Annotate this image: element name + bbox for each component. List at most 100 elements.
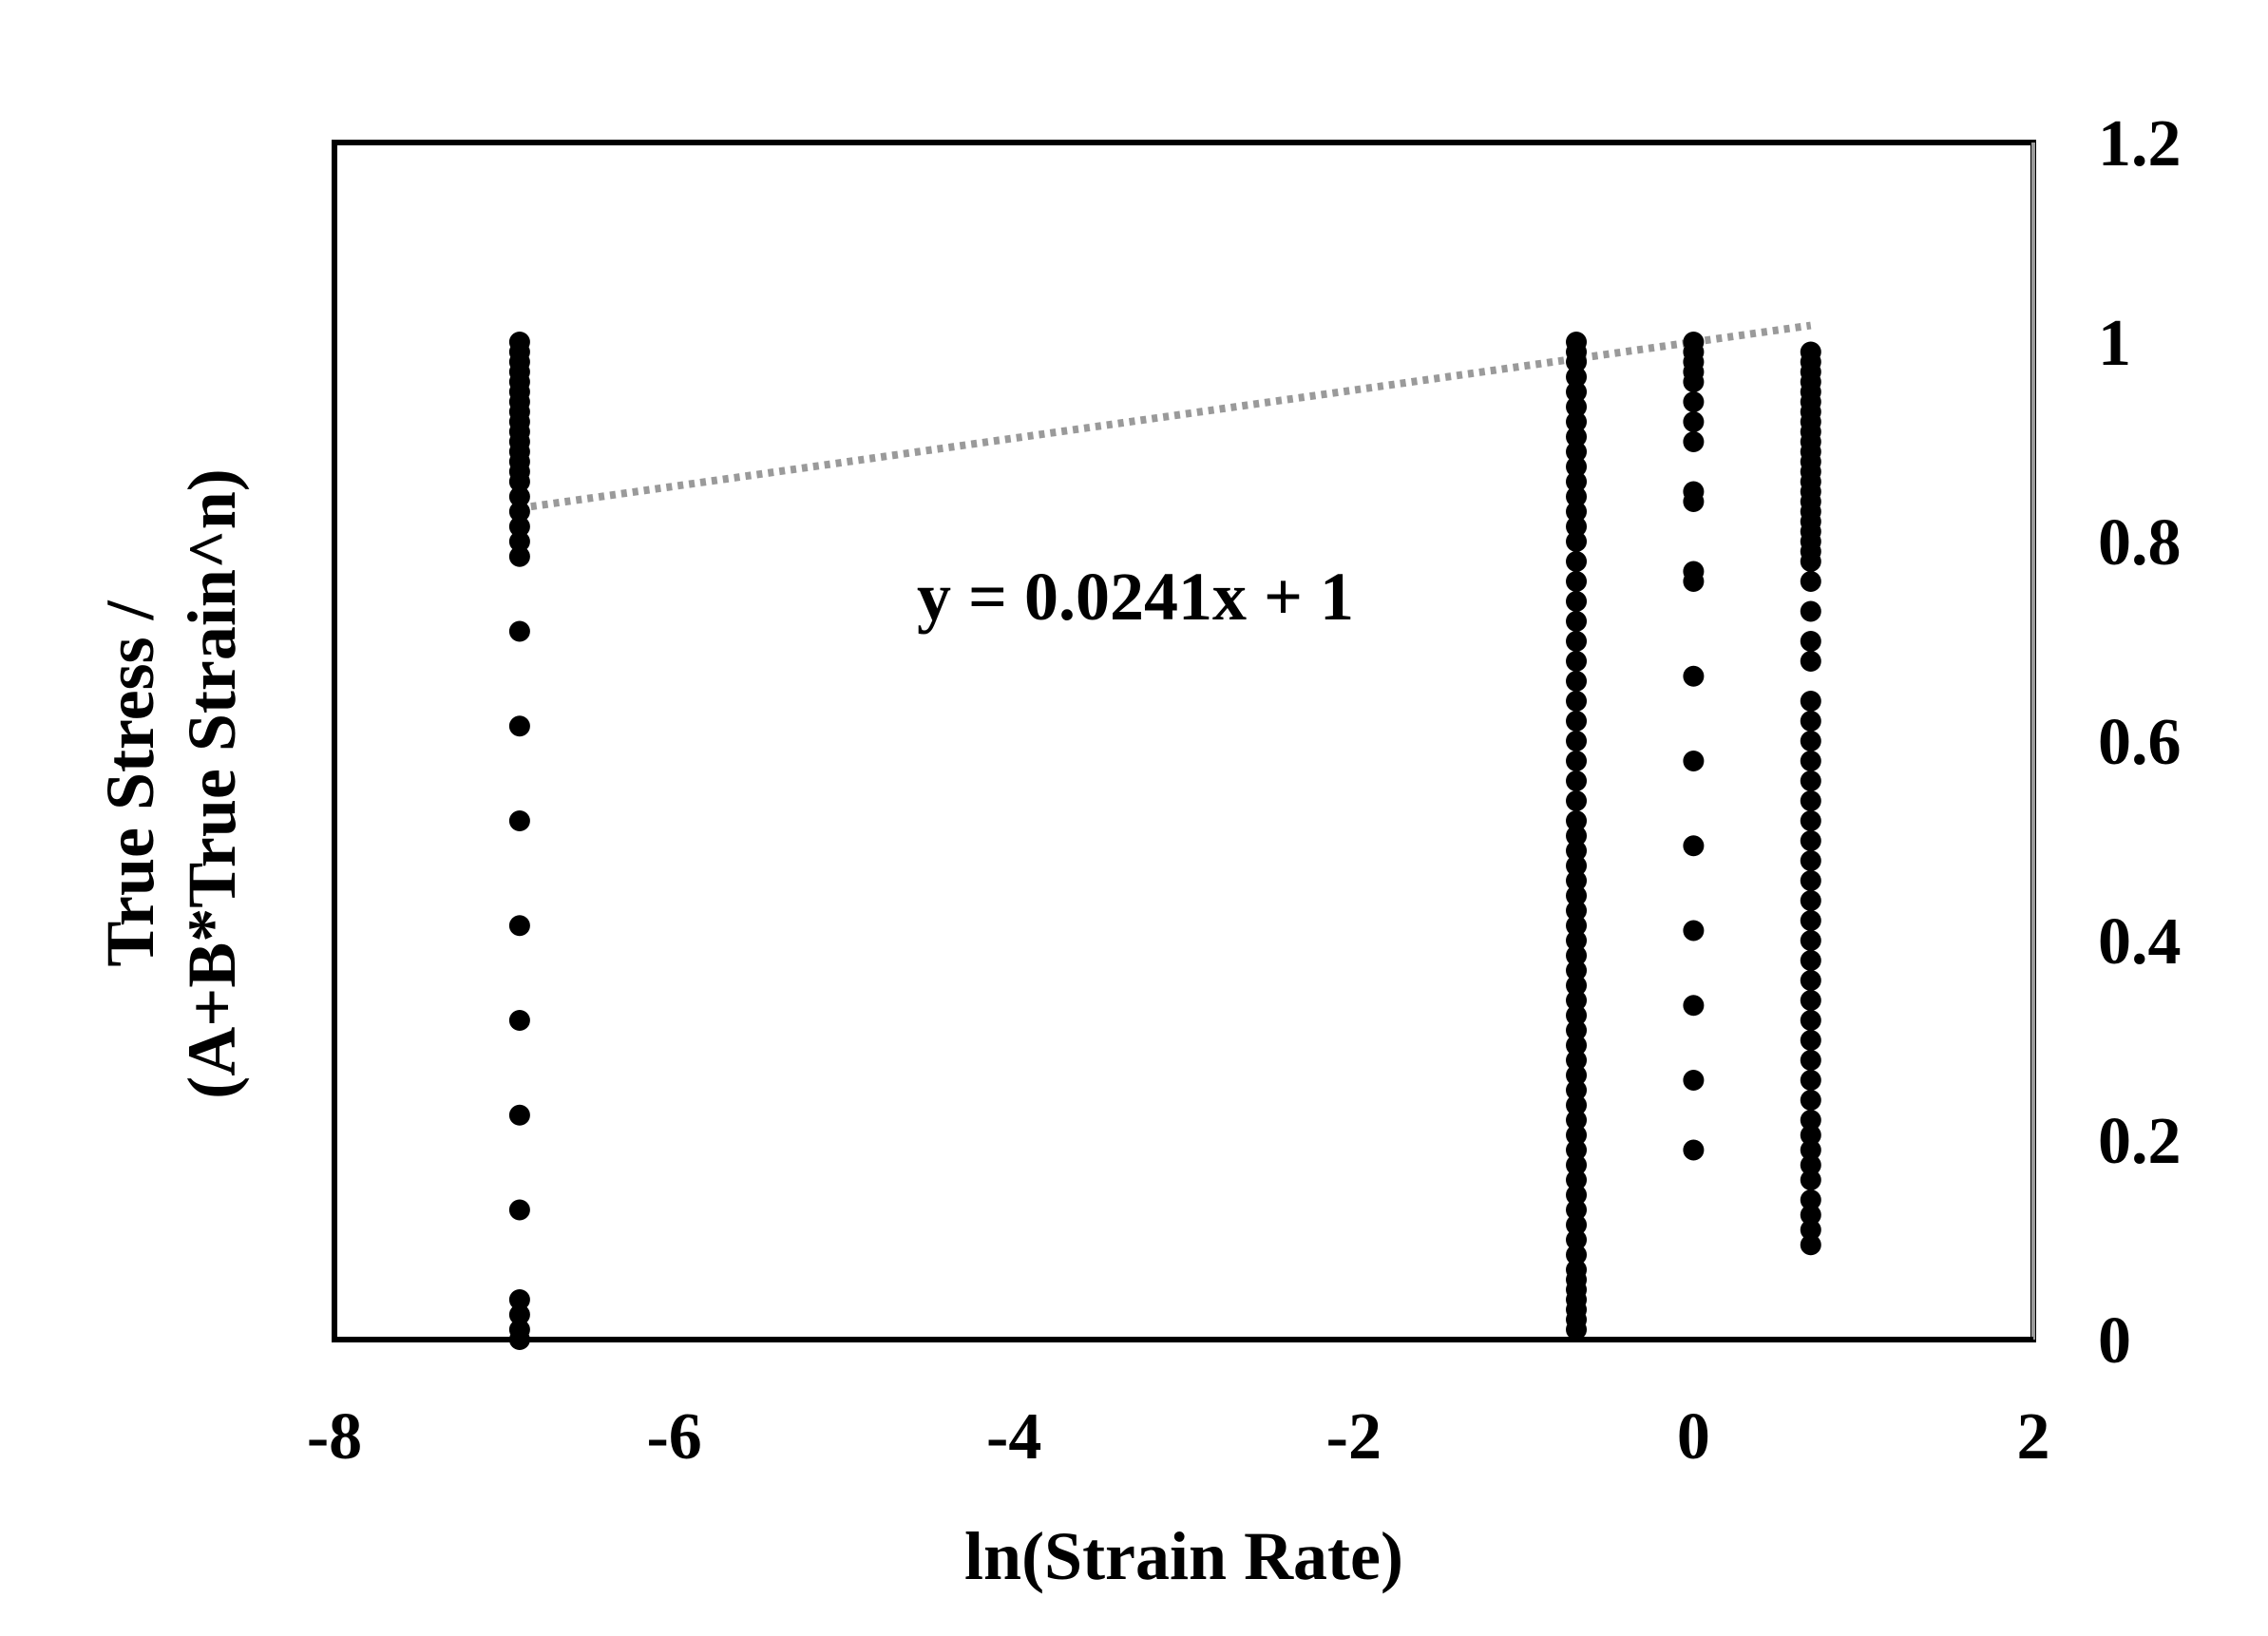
data-point [1566, 1154, 1588, 1176]
plot-frame [332, 140, 2036, 1342]
data-point [1566, 915, 1588, 937]
data-point [1800, 1189, 1821, 1210]
data-point [1566, 1035, 1588, 1056]
data-point [1800, 770, 1821, 791]
data-point [1566, 930, 1588, 951]
y-tick-label: 0.2 [2098, 1105, 2182, 1178]
data-point [1800, 910, 1821, 931]
data-points [508, 332, 1821, 1350]
data-point [1566, 501, 1588, 523]
data-point [1683, 411, 1705, 432]
data-point [1566, 810, 1588, 831]
data-point [1566, 770, 1588, 791]
data-point [508, 620, 530, 642]
data-point [1566, 870, 1588, 891]
data-point [1566, 1094, 1588, 1116]
data-point [508, 332, 530, 352]
data-point [1800, 790, 1821, 811]
data-point [1800, 870, 1821, 891]
data-point [1800, 1170, 1821, 1190]
data-point [1800, 810, 1821, 831]
data-point [1566, 990, 1588, 1011]
data-point [1566, 1124, 1588, 1146]
data-point [508, 1104, 530, 1126]
data-point [1566, 471, 1588, 492]
x-tick-label: 0 [1677, 1400, 1710, 1474]
data-point [1566, 855, 1588, 877]
data-point [1566, 441, 1588, 463]
x-tick-label: -4 [986, 1400, 1041, 1474]
data-point [1566, 591, 1588, 612]
data-point [1800, 691, 1821, 712]
data-point [1566, 332, 1588, 352]
x-tick-label: -2 [1326, 1400, 1382, 1474]
y-tick-label: 0.6 [2098, 706, 2182, 779]
data-point [1800, 1110, 1821, 1131]
data-point [508, 516, 530, 538]
y-tick-labels: 0 0.2 0.4 0.6 0.8 1 1.2 [2098, 107, 2182, 1378]
data-point [1566, 396, 1588, 418]
y-tick-label: 0 [2098, 1304, 2131, 1378]
data-point [1566, 1004, 1588, 1026]
data-point [1566, 790, 1588, 811]
data-point [1800, 1204, 1821, 1226]
y-axis-title: True Stress / (A+B*True Strain^n) [92, 468, 250, 1099]
data-point [1566, 516, 1588, 538]
data-point [1566, 885, 1588, 906]
data-point [1566, 456, 1588, 478]
data-point [1800, 651, 1821, 672]
data-point [1683, 561, 1705, 582]
data-point [1800, 970, 1821, 991]
data-point [1800, 1070, 1821, 1091]
data-point [1683, 920, 1705, 942]
data-point [1566, 1050, 1588, 1071]
data-point [1566, 571, 1588, 592]
data-point [1566, 1019, 1588, 1041]
data-point [1566, 1184, 1588, 1206]
data-point [1566, 531, 1588, 552]
data-point [1566, 825, 1588, 847]
data-point [508, 715, 530, 737]
data-point [1566, 900, 1588, 922]
data-point [1566, 671, 1588, 692]
x-tick-label: 2 [2017, 1400, 2050, 1474]
data-point [1683, 391, 1705, 412]
data-point [1800, 1090, 1821, 1111]
data-point [1800, 1219, 1821, 1241]
data-point [508, 810, 530, 831]
data-point [1566, 631, 1588, 652]
data-point [508, 1289, 530, 1310]
data-point [1566, 1170, 1588, 1190]
data-point [1800, 1010, 1821, 1031]
data-point [1566, 551, 1588, 572]
data-point [1800, 950, 1821, 971]
data-point [1683, 835, 1705, 857]
data-point [1566, 731, 1588, 751]
data-point [1800, 1124, 1821, 1146]
data-point [1800, 930, 1821, 951]
data-point [508, 1010, 530, 1031]
data-point [1800, 631, 1821, 652]
trendline-equation: y = 0.0241x + 1 [917, 559, 1354, 635]
data-point [508, 485, 530, 507]
data-point [1800, 571, 1821, 592]
x-tick-label: -6 [646, 1400, 701, 1474]
data-point [1800, 1030, 1821, 1051]
data-point [1800, 890, 1821, 911]
data-point [1566, 691, 1588, 712]
data-point [1566, 1214, 1588, 1236]
data-point [1566, 611, 1588, 632]
data-point [1566, 944, 1588, 966]
data-point [1800, 850, 1821, 871]
data-point [1566, 366, 1588, 388]
data-point [508, 1199, 530, 1221]
y-axis-title-line-1: True Stress / [92, 599, 168, 966]
data-point [1566, 381, 1588, 403]
data-point [508, 1303, 530, 1325]
data-point [1800, 1139, 1821, 1161]
trendline [519, 321, 1812, 512]
data-point [508, 1319, 530, 1341]
data-point [1683, 1070, 1705, 1091]
data-point [1566, 960, 1588, 981]
